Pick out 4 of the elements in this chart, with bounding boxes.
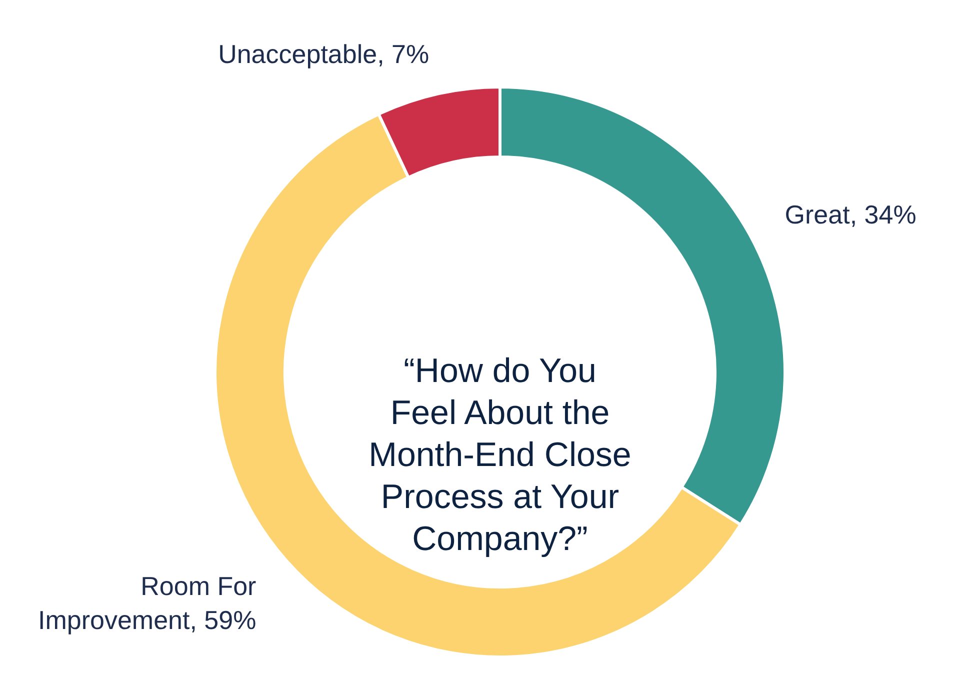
text: “How do You Feel About the Month-End Close Process at Your Company?” bbox=[368, 352, 632, 558]
slice-label: Great, 34% bbox=[784, 199, 916, 230]
slice-label: Room For Improvement, 59% bbox=[38, 570, 257, 635]
slice-label: Unacceptable, 7% bbox=[218, 38, 430, 69]
